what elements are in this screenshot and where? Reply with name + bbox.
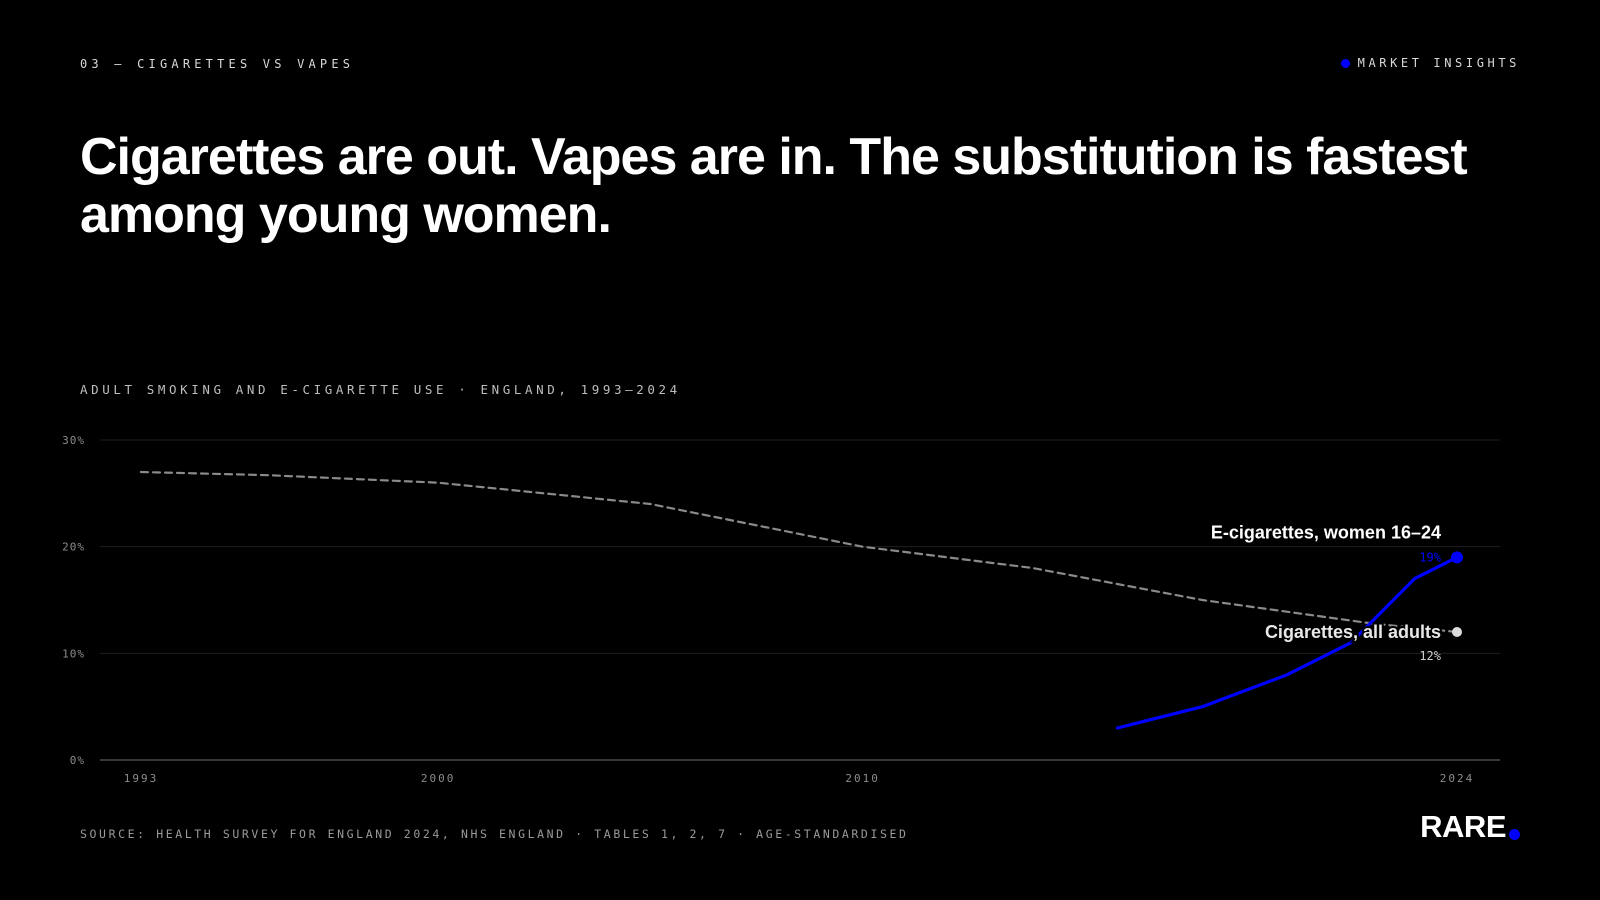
axes: 0% 10% 20% 30% 1993 2000 2010 2024 xyxy=(62,434,1475,785)
x-tick-label: 1993 xyxy=(124,772,159,785)
ecig-series-label: E-cigarettes, women 16–24 xyxy=(1211,522,1441,542)
rare-logo: RARE xyxy=(1420,811,1520,842)
y-tick-label: 20% xyxy=(62,541,85,554)
cigarettes-series-line xyxy=(139,470,1459,634)
ecig-end-point xyxy=(1451,551,1463,564)
accent-dot-icon xyxy=(1340,58,1350,68)
x-tick-label: 2010 xyxy=(845,772,880,785)
cigarettes-series-label: Cigarettes, all adults xyxy=(1265,622,1441,642)
y-tick-label: 10% xyxy=(62,647,85,660)
x-tick-label: 2024 xyxy=(1440,772,1475,785)
section-eyebrow: 03 — CIGARETTES VS VAPES xyxy=(80,57,355,71)
source-note: SOURCE: HEALTH SURVEY FOR ENGLAND 2024, … xyxy=(80,827,909,841)
x-tick-label: 2000 xyxy=(421,772,456,785)
logo-dot-icon xyxy=(1509,829,1520,840)
annotations: E-cigarettes, women 16–24 Cigarettes, all… xyxy=(1211,522,1443,663)
tag-label: MARKET INSIGHTS xyxy=(1357,56,1520,70)
y-tick-label: 30% xyxy=(62,434,85,447)
logo-wordmark: RARE xyxy=(1420,809,1506,844)
headline: Cigarettes are out. Vapes are in. The su… xyxy=(80,128,1468,244)
market-insights-tag: MARKET INSIGHTS xyxy=(1340,56,1520,70)
grid xyxy=(100,439,1500,761)
ecig-series-line xyxy=(1115,555,1459,730)
ecig-value-label: 19% xyxy=(1419,550,1441,564)
chart-title: ADULT SMOKING AND E-CIGARETTE USE · ENGL… xyxy=(80,382,681,397)
cigarettes-value-label: 12% xyxy=(1419,649,1441,663)
y-tick-label: 0% xyxy=(70,754,85,767)
series xyxy=(139,470,1463,730)
cigarettes-end-point xyxy=(1452,627,1462,637)
